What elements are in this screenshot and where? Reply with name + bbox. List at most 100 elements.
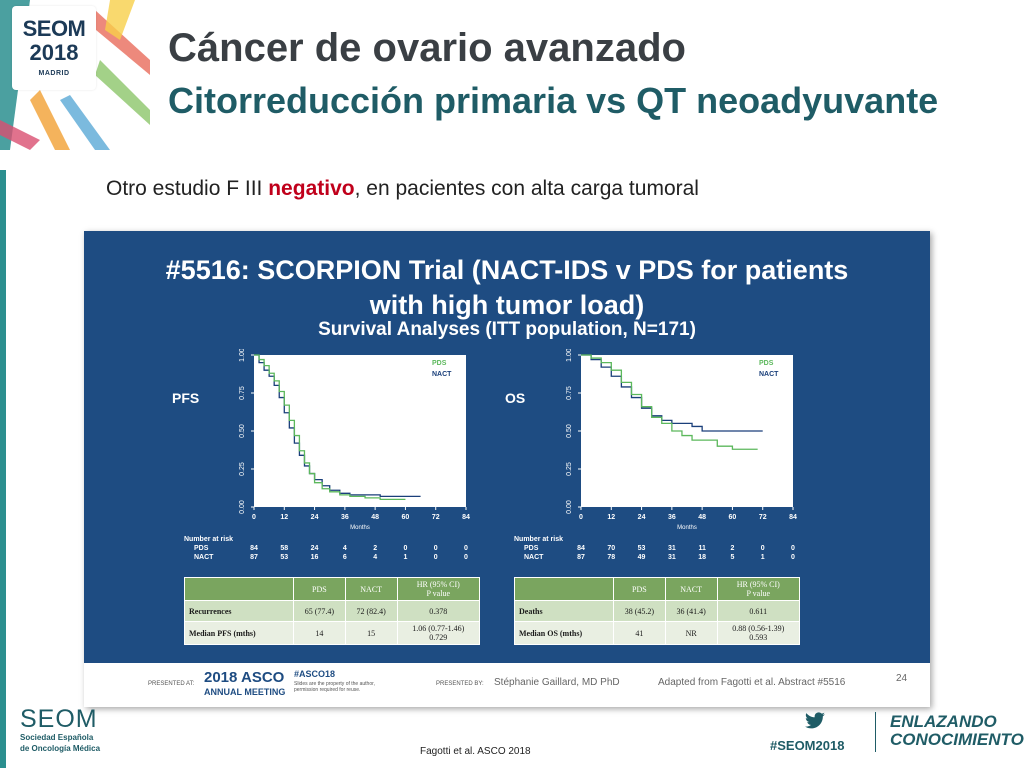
plot-area [254,355,466,507]
presented-at-label: PRESENTED AT: [148,681,195,687]
y-tick-label: 0.50 [566,424,573,438]
os-cell: NR [664,621,718,645]
at-risk-value: 0 [760,545,765,552]
os-th-pvalue: P value [746,589,771,598]
table-row: Recurrences 65 (77.4) 72 (82.4) 0.378 [184,600,481,622]
at-risk-value: 0 [791,545,795,552]
at-risk-value: 0 [433,545,438,552]
at-risk-row-label: PDS [194,545,209,552]
series-line-nact [254,354,406,501]
os-th-pds: PDS [613,577,666,601]
y-tick-label: 0.75 [239,386,246,400]
slide-title-line1: #5516: SCORPION Trial (NACT-IDS v PDS fo… [165,255,849,285]
y-tick-label: 0.50 [239,424,246,438]
x-tick-label: 60 [729,514,737,521]
x-tick-label: 24 [638,514,646,521]
page-title: Cáncer de ovario avanzado [168,26,686,70]
intro-text: Otro estudio F III negativo, en paciente… [106,177,699,201]
x-tick-label: 12 [280,514,288,521]
pfs-at-risk: Number at risk PDS 84 58 24 4 2 0 0 0 NACT 87 53 16 6 4… [184,536,484,576]
twitter-bird-icon [805,712,825,729]
pfs-cell: 14 [293,621,346,645]
pfs-cell: 65 (77.4) [293,600,346,622]
pfs-th-blank [184,577,294,601]
seom2018-logo-area: SEOM 2018 MADRID [0,0,150,150]
at-risk-value: 1 [403,554,408,561]
at-risk-value: 4 [342,545,347,552]
at-risk-value: 31 [667,554,676,561]
os-at-risk: Number at risk PDS 84 70 53 31 11 2 0 0 NACT 87 78 49… [514,536,814,576]
x-tick-label: 48 [698,514,706,521]
presented-by-label: PRESENTED BY: [436,681,484,687]
pfs-cell: 1.06 (0.77-1.46) 0.729 [396,621,481,645]
at-risk-value: 1 [760,554,765,561]
at-risk-value: 49 [637,554,646,561]
table-row: Median OS (mths) 41 NR 0.88 (0.56-1.39) 0… [514,621,801,645]
table-row: Median PFS (mths) 14 15 1.06 (0.77-1.46)… [184,621,481,645]
table-row: Deaths 38 (45.2) 36 (41.4) 0.611 [514,600,801,622]
at-risk-value: 87 [250,554,258,561]
slide-title-line2: with high tumor load) [369,290,645,320]
logo-year: 2018 [29,40,79,65]
logo-badge: SEOM 2018 MADRID [12,6,96,90]
at-risk-value: 58 [280,545,289,552]
pfs-cell: Recurrences [184,600,294,622]
pfs-th-hr: HR (95% CI) P value [396,577,481,601]
at-risk-value: 24 [310,545,319,552]
pfs-hr-value: 1.06 (0.77-1.46) [412,624,465,633]
pfs-th-nact: NACT [344,577,398,601]
slide-subtitle: Survival Analyses (ITT population, N=171… [318,319,696,340]
x-tick-label: 36 [668,514,676,521]
at-risk-value: 18 [698,554,707,561]
intro-before: Otro estudio F III [106,177,269,200]
at-risk-label: Number at risk [184,536,234,543]
seom-logo-line2: de Oncología Médica [20,744,101,753]
at-risk-value: 0 [433,554,438,561]
presenter-name: Stéphanie Gaillard, MD PhD [494,677,620,688]
pfs-table: PDS NACT HR (95% CI) P value Recurrences … [184,577,481,645]
intro-after: , en pacientes con alta carga tumoral [354,177,699,200]
y-tick-label: 0.25 [566,462,573,476]
at-risk-row-label: PDS [524,545,539,552]
series-line-nact [581,354,758,450]
at-risk-value: 0 [791,554,795,561]
at-risk-value: 0 [403,545,408,552]
x-tick-label: 72 [432,514,440,521]
x-tick-label: 36 [341,514,349,521]
decorative-stripe [0,170,6,768]
at-risk-value: 16 [310,554,319,561]
at-risk-label: Number at risk [514,536,564,543]
at-risk-value: 84 [250,545,258,552]
hashtag: #SEOM2018 [770,738,845,753]
pfs-cell: 15 [344,621,398,645]
x-tick-label: 60 [402,514,410,521]
os-cell: 41 [613,621,666,645]
os-th-hr: HR (95% CI) P value [716,577,801,601]
at-risk-value: 4 [373,554,378,561]
legend-entry: PDS [759,360,774,367]
pfs-th-pds: PDS [293,577,346,601]
at-risk-value: 6 [342,554,347,561]
at-risk-value: 53 [280,554,289,561]
at-risk-value: 31 [667,545,676,552]
series-line-pds [254,354,421,498]
seom-logo-word: SEOM [20,705,98,733]
at-risk-value: 70 [607,545,616,552]
x-tick-label: 12 [607,514,615,521]
os-cell: 36 (41.4) [664,600,718,622]
y-tick-label: 1.00 [239,349,246,362]
adapted-from: Adapted from Fagotti et al. Abstract #55… [658,677,846,688]
os-cell: Deaths [514,600,614,622]
embedded-slide: #5516: SCORPION Trial (NACT-IDS v PDS fo… [84,231,930,707]
tagline-line1: ENLAZANDO [890,712,997,731]
x-axis-label: Months [350,525,370,531]
os-cell: 0.611 [716,600,801,622]
at-risk-value: 0 [464,554,468,561]
pfs-table-header: PDS NACT HR (95% CI) P value [184,577,481,601]
os-cell: 38 (45.2) [613,600,666,622]
pfs-cell: 0.378 [396,600,481,622]
footer-divider [875,712,876,752]
pfs-label: PFS [172,390,200,406]
x-tick-label: 84 [789,514,797,521]
at-risk-value: 5 [730,554,735,561]
